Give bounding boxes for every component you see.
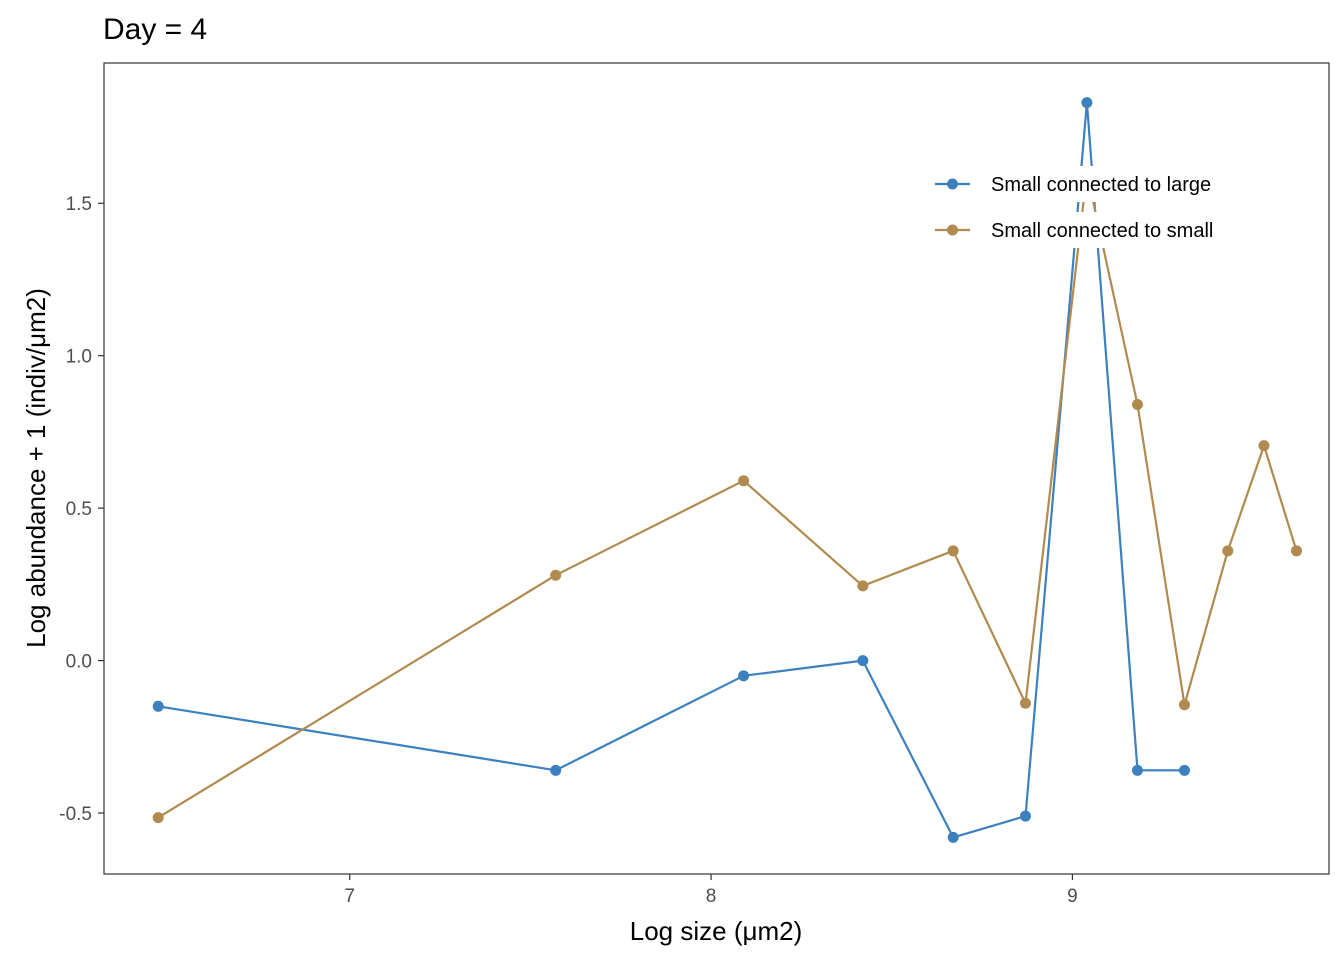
series-layer <box>152 97 1302 843</box>
data-point-series-1 <box>1019 810 1031 822</box>
x-tick-label: 8 <box>706 886 717 907</box>
data-point-series-1 <box>152 700 164 712</box>
y-tick-label: 1.0 <box>66 347 92 368</box>
y-tick-label: 0.5 <box>66 499 92 520</box>
x-tick-label: 9 <box>1067 886 1078 907</box>
data-point-series-1 <box>1178 764 1190 776</box>
y-axis-title: Log abundance + 1 (indiv/μm2) <box>21 288 51 648</box>
data-point-series-2 <box>152 812 164 824</box>
data-point-series-2 <box>1178 699 1190 711</box>
data-point-series-2 <box>1258 440 1270 452</box>
x-tick-label: 7 <box>344 886 355 907</box>
data-point-series-1 <box>947 831 959 843</box>
legend-key-point <box>947 224 958 236</box>
data-point-series-2 <box>1290 545 1302 557</box>
data-point-series-1 <box>857 655 869 667</box>
data-point-series-1 <box>738 670 750 682</box>
data-point-series-1 <box>550 764 562 776</box>
legend-label: Small connected to small <box>991 220 1213 242</box>
data-point-series-1 <box>1081 97 1093 109</box>
y-tick-label: 0.0 <box>66 652 92 673</box>
y-axis: -0.5 0.0 0.5 1.0 1.5 <box>59 194 104 825</box>
y-tick-label: -0.5 <box>59 804 92 825</box>
data-point-series-1 <box>1131 764 1143 776</box>
y-tick-label: 1.5 <box>66 194 92 215</box>
legend-key-background <box>931 212 1265 248</box>
legend-key-point <box>947 178 958 190</box>
data-point-series-2 <box>857 580 869 592</box>
legend: Small connected to large Small connected … <box>931 166 1265 248</box>
legend-key-background <box>931 166 1265 202</box>
data-point-series-2 <box>1019 697 1031 709</box>
data-point-series-2 <box>550 569 562 581</box>
data-point-series-2 <box>738 475 750 487</box>
data-point-series-2 <box>947 545 959 557</box>
data-point-series-2 <box>1222 545 1234 557</box>
x-axis-title: Log size (μm2) <box>630 916 802 946</box>
legend-label: Small connected to large <box>991 174 1211 196</box>
series-line-2 <box>157 171 1298 819</box>
chart-title: Day = 4 <box>103 13 207 46</box>
x-axis: 7 8 9 <box>344 874 1078 907</box>
data-point-series-2 <box>1131 398 1143 410</box>
